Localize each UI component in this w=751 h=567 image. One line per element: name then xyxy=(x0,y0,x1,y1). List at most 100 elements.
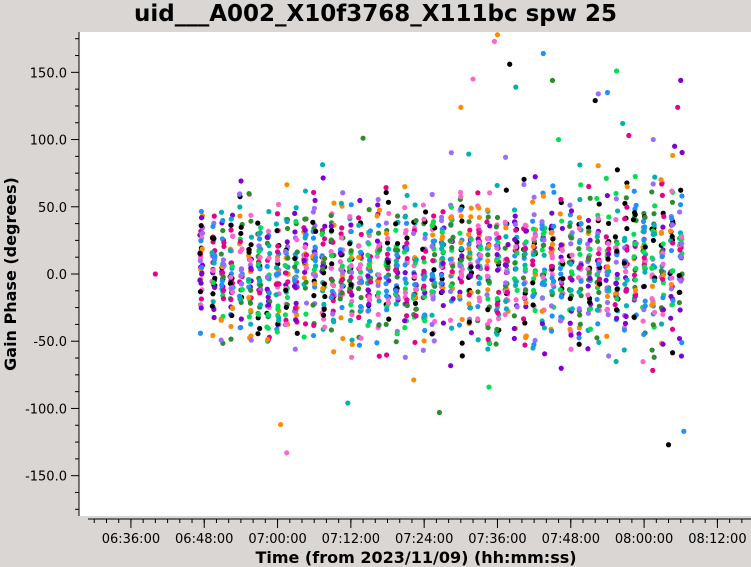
data-point xyxy=(402,213,409,219)
data-point xyxy=(623,313,629,319)
data-point xyxy=(347,317,354,323)
data-point xyxy=(677,307,683,313)
data-point xyxy=(576,331,582,337)
data-point xyxy=(670,240,676,246)
data-point xyxy=(383,189,389,196)
data-point xyxy=(477,275,483,281)
data-point xyxy=(520,316,527,322)
data-point xyxy=(302,227,308,233)
data-point xyxy=(322,324,328,330)
data-point xyxy=(337,296,343,302)
data-point xyxy=(228,296,234,303)
data-point xyxy=(622,281,628,287)
data-point xyxy=(321,306,327,312)
data-point xyxy=(422,273,428,280)
data-point xyxy=(367,268,374,274)
data-point xyxy=(385,235,391,241)
data-point xyxy=(331,319,337,325)
data-point xyxy=(421,338,427,344)
data-point xyxy=(668,247,675,254)
data-point xyxy=(337,250,343,256)
data-point xyxy=(513,227,519,233)
data-point xyxy=(422,235,428,241)
data-point xyxy=(266,290,272,296)
data-point xyxy=(632,241,638,247)
data-point xyxy=(255,311,261,317)
data-point xyxy=(303,311,309,317)
data-point xyxy=(485,336,491,342)
data-point xyxy=(402,325,408,331)
data-point xyxy=(679,234,685,240)
data-point xyxy=(303,300,310,306)
data-point xyxy=(273,292,279,298)
data-point xyxy=(503,298,509,304)
data-point xyxy=(448,215,454,221)
data-point xyxy=(631,314,637,320)
data-point xyxy=(540,193,547,199)
data-point xyxy=(285,255,291,261)
data-point xyxy=(493,341,499,347)
data-point xyxy=(209,235,216,241)
data-point xyxy=(681,428,687,434)
data-point xyxy=(672,143,678,149)
data-point xyxy=(612,234,618,240)
data-point xyxy=(236,191,243,197)
data-point xyxy=(522,266,528,272)
data-point xyxy=(394,213,401,219)
data-point xyxy=(475,303,481,310)
data-point xyxy=(530,218,536,224)
data-point xyxy=(274,228,280,234)
data-point xyxy=(245,276,252,283)
data-point xyxy=(513,278,519,285)
data-point xyxy=(229,312,235,319)
data-point xyxy=(312,244,318,250)
data-point xyxy=(264,263,270,269)
data-point xyxy=(458,257,465,263)
data-point xyxy=(485,325,491,331)
data-point xyxy=(467,305,474,311)
data-point xyxy=(448,204,455,210)
data-point xyxy=(320,266,326,272)
data-point xyxy=(484,265,490,272)
data-point xyxy=(586,183,592,190)
data-point xyxy=(431,338,437,344)
data-point xyxy=(376,222,382,228)
data-point xyxy=(449,244,455,251)
data-point xyxy=(522,320,528,326)
data-point xyxy=(640,228,646,235)
data-point xyxy=(385,199,392,205)
data-point xyxy=(558,365,564,371)
data-point xyxy=(356,215,362,221)
data-point xyxy=(319,231,325,237)
data-point xyxy=(210,291,216,297)
data-point xyxy=(521,176,527,182)
data-point xyxy=(604,89,611,96)
data-point xyxy=(420,202,426,208)
data-point xyxy=(458,239,464,246)
data-point xyxy=(511,207,518,213)
data-point xyxy=(356,254,362,260)
data-point xyxy=(439,288,445,295)
data-point xyxy=(265,294,271,300)
data-point xyxy=(431,238,438,244)
data-point xyxy=(257,325,263,332)
data-point xyxy=(264,234,270,240)
data-point xyxy=(366,241,372,247)
data-point xyxy=(605,286,612,292)
data-point xyxy=(523,228,529,234)
data-point xyxy=(477,252,484,258)
data-point xyxy=(219,236,225,242)
data-point xyxy=(605,312,611,318)
data-point xyxy=(587,246,593,252)
data-point xyxy=(393,258,399,264)
data-point xyxy=(458,279,465,285)
data-point xyxy=(640,318,646,324)
data-point xyxy=(247,300,254,306)
data-point xyxy=(475,337,481,343)
data-point xyxy=(374,253,380,259)
data-point xyxy=(239,286,245,293)
x-axis-title: Time (from 2023/11/09) (hh:mm:ss) xyxy=(255,548,576,567)
data-point xyxy=(667,228,674,234)
data-point xyxy=(282,262,288,269)
data-point xyxy=(394,252,400,258)
